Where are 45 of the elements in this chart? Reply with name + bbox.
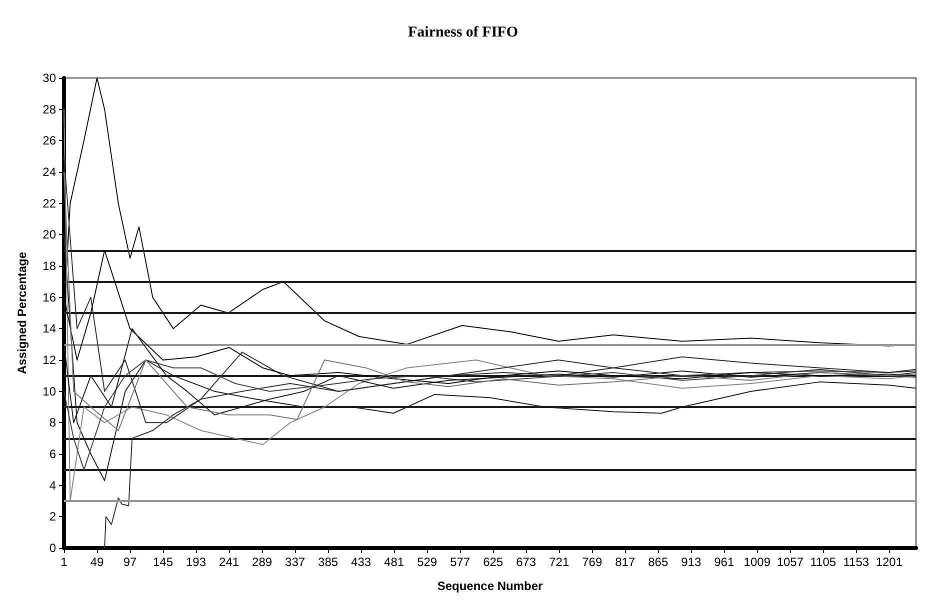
x-tick-label: 529 <box>417 555 438 569</box>
y-tick-label: 0 <box>49 541 56 555</box>
y-axis-title: Assigned Percentage <box>15 252 29 374</box>
x-tick-label: 625 <box>483 555 504 569</box>
x-tick-label: 1057 <box>776 555 804 569</box>
x-tick-label: 1 <box>60 555 68 569</box>
x-tick-label: 1009 <box>744 555 771 569</box>
x-tick-label: 241 <box>219 555 240 569</box>
y-tick-label: 12 <box>42 353 56 367</box>
x-tick-label: 721 <box>549 555 570 569</box>
x-tick-label: 193 <box>186 555 206 569</box>
x-tick-label: 817 <box>615 555 636 569</box>
x-tick-label: 1201 <box>876 555 903 569</box>
y-tick-label: 6 <box>49 447 56 461</box>
x-tick-label: 145 <box>153 555 174 569</box>
x-tick-label: 481 <box>384 555 404 569</box>
y-tick-label: 22 <box>42 196 56 210</box>
y-tick-label: 24 <box>42 165 56 179</box>
y-tick-label: 8 <box>49 416 56 430</box>
y-tick-label: 26 <box>42 134 56 148</box>
x-tick-label: 1105 <box>810 555 836 569</box>
x-tick-label: 289 <box>252 555 272 569</box>
x-axis-title: Sequence Number <box>437 579 544 593</box>
x-tick-label: 865 <box>648 555 668 569</box>
y-tick-label: 10 <box>42 384 56 398</box>
y-tick-label: 14 <box>42 322 56 336</box>
x-tick-label: 913 <box>681 555 702 569</box>
x-tick-label: 97 <box>123 555 138 569</box>
y-tick-label: 4 <box>49 478 56 492</box>
y-tick-label: 20 <box>42 228 56 242</box>
x-tick-label: 337 <box>285 555 306 569</box>
x-tick-label: 49 <box>90 555 104 569</box>
x-tick-label: 433 <box>351 555 372 569</box>
chart-title: Fairness of FIFO <box>408 24 518 40</box>
y-tick-label: 2 <box>49 510 56 524</box>
x-tick-label: 673 <box>516 555 536 569</box>
y-tick-label: 28 <box>42 102 56 116</box>
y-tick-label: 18 <box>42 259 56 273</box>
x-tick-label: 385 <box>318 555 338 569</box>
y-tick-label: 16 <box>42 290 56 304</box>
x-tick-label: 961 <box>714 555 734 569</box>
y-tick-label: 30 <box>42 71 56 85</box>
x-tick-label: 577 <box>450 555 470 569</box>
x-tick-label: 1153 <box>843 555 870 569</box>
x-tick-label: 769 <box>582 555 602 569</box>
